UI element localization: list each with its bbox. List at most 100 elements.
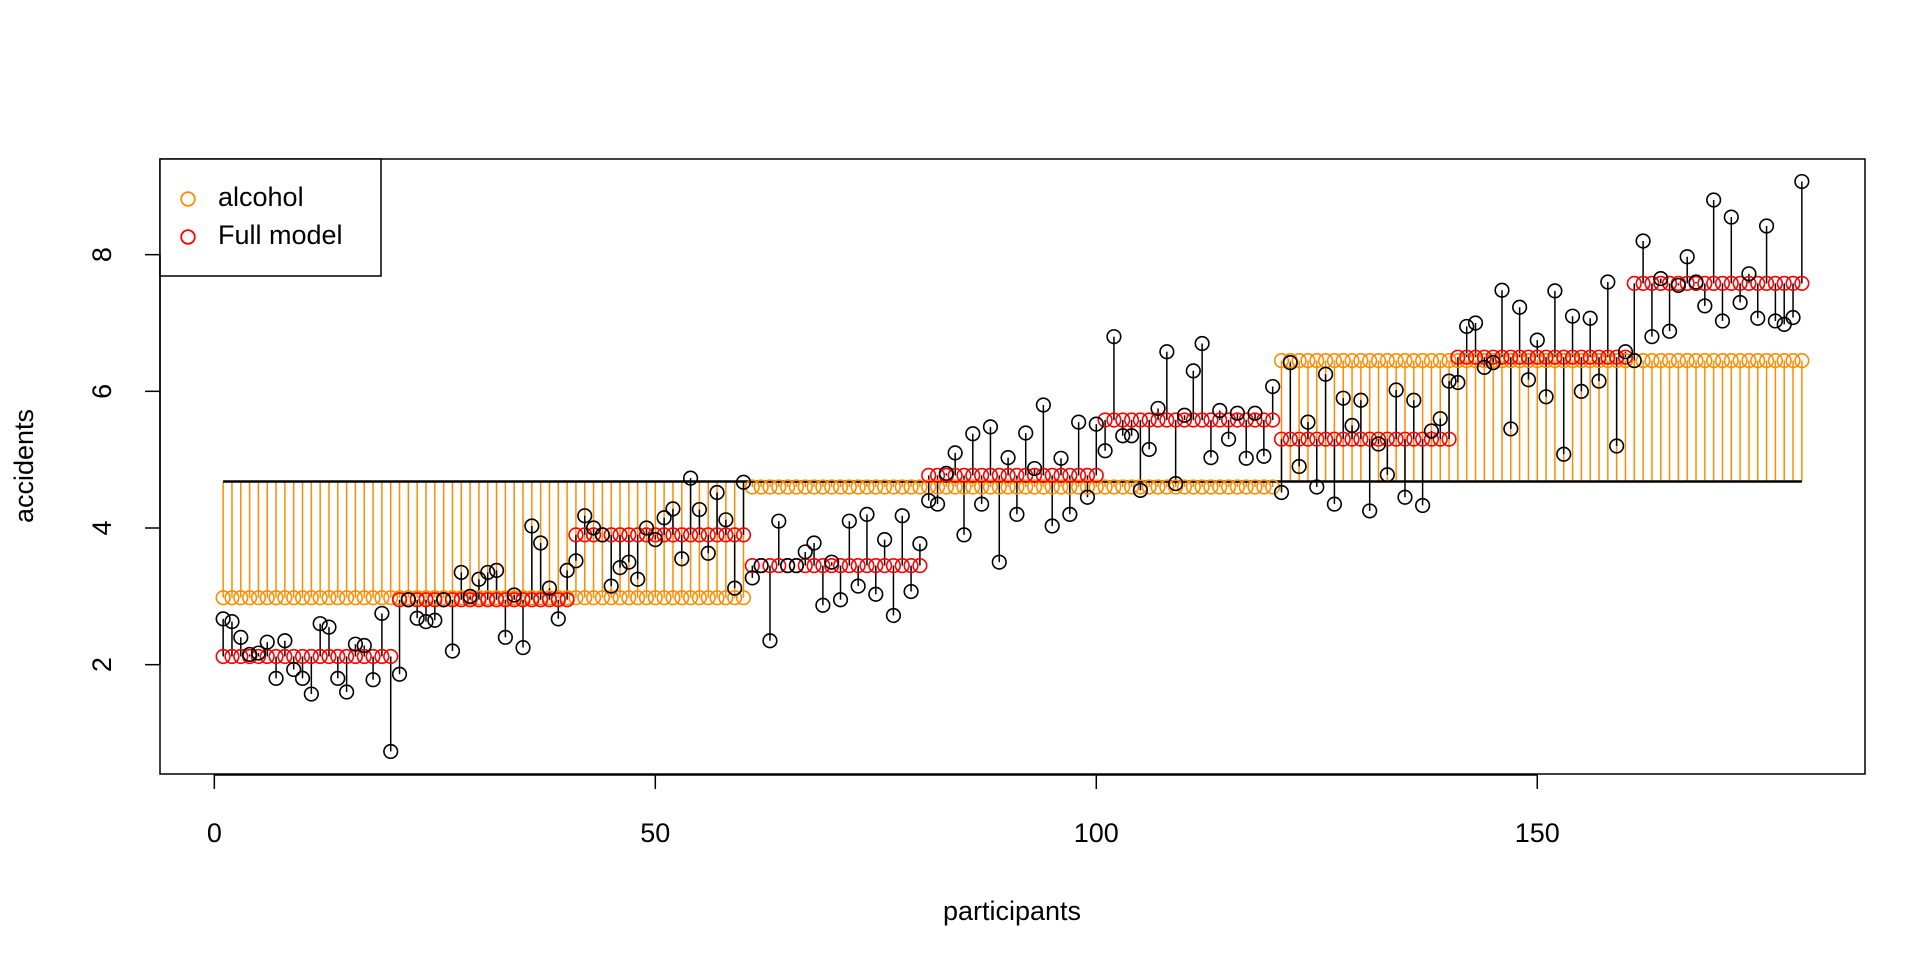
point — [1741, 352, 1757, 369]
point — [1132, 412, 1148, 428]
point — [1785, 275, 1801, 291]
point — [1397, 352, 1413, 369]
point — [1582, 352, 1598, 369]
point — [1009, 506, 1025, 522]
point — [603, 527, 619, 543]
point — [1794, 352, 1810, 369]
point — [1344, 352, 1360, 369]
legend-label: Full model — [218, 220, 343, 250]
point — [780, 557, 796, 574]
point — [515, 592, 531, 608]
point — [638, 590, 655, 606]
point — [841, 513, 857, 529]
point — [656, 590, 672, 606]
point — [524, 592, 540, 608]
point — [1062, 506, 1078, 522]
x-tick-label: 50 — [640, 818, 670, 848]
point — [735, 590, 752, 606]
point — [1706, 192, 1722, 208]
point — [1776, 275, 1792, 291]
point — [400, 592, 416, 608]
point — [656, 510, 672, 526]
point — [1079, 467, 1096, 483]
point — [277, 633, 293, 649]
point — [1423, 423, 1440, 439]
point — [1556, 446, 1572, 462]
point — [1415, 431, 1431, 447]
point — [1362, 352, 1378, 369]
point — [1432, 431, 1448, 447]
point — [224, 614, 240, 630]
point — [1564, 352, 1581, 369]
point — [762, 633, 778, 649]
point — [965, 467, 981, 483]
point — [1353, 352, 1369, 369]
point — [709, 484, 725, 501]
point — [621, 554, 637, 570]
point — [506, 587, 522, 603]
point — [947, 479, 963, 495]
point — [780, 479, 796, 495]
point — [1617, 349, 1634, 365]
point — [418, 592, 434, 608]
point — [868, 557, 884, 574]
point — [1706, 275, 1722, 291]
point — [691, 501, 708, 518]
point — [1529, 332, 1545, 348]
point — [259, 634, 275, 650]
point — [1247, 412, 1263, 428]
point — [480, 592, 496, 608]
point — [1432, 352, 1448, 369]
point — [1247, 479, 1263, 495]
point — [391, 666, 408, 682]
point — [1459, 352, 1475, 369]
point — [1000, 479, 1016, 495]
point — [1141, 479, 1157, 495]
point — [1088, 467, 1104, 483]
point — [1282, 431, 1298, 447]
point — [550, 611, 566, 627]
point — [1706, 352, 1722, 369]
point — [1159, 479, 1175, 495]
point — [1115, 428, 1131, 444]
y-tick-label: 8 — [87, 247, 117, 262]
point — [1123, 412, 1140, 428]
point — [682, 470, 699, 486]
point — [753, 479, 769, 495]
point — [612, 560, 628, 576]
point — [744, 570, 760, 586]
point — [383, 648, 399, 665]
point — [1150, 412, 1166, 428]
point — [286, 590, 302, 606]
point — [268, 670, 284, 686]
point — [1141, 441, 1157, 458]
point — [1071, 467, 1087, 483]
point — [1362, 503, 1378, 519]
point — [453, 564, 469, 581]
point — [1512, 349, 1528, 365]
point — [700, 590, 716, 606]
point — [1106, 412, 1122, 428]
point — [330, 590, 346, 606]
point — [1459, 318, 1475, 335]
point — [462, 588, 478, 604]
point — [1379, 467, 1395, 483]
point — [1317, 366, 1334, 382]
point — [1194, 335, 1210, 352]
point — [383, 590, 399, 606]
point — [1697, 352, 1713, 369]
point — [233, 590, 249, 606]
point — [1556, 349, 1572, 365]
point — [259, 590, 275, 606]
point — [568, 590, 584, 606]
point — [1035, 479, 1051, 495]
point — [735, 474, 752, 490]
point — [1326, 352, 1343, 369]
point — [585, 590, 602, 606]
point — [1388, 382, 1404, 398]
point — [1044, 518, 1060, 534]
point — [427, 592, 443, 608]
point — [559, 592, 575, 608]
point — [885, 607, 902, 624]
